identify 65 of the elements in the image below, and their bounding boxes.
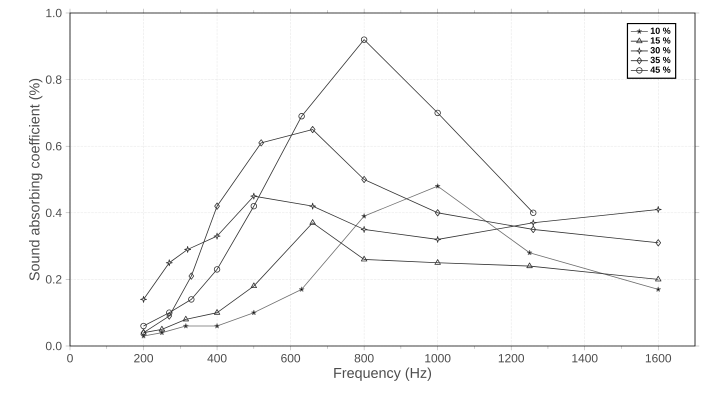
x-tick-label: 800 <box>354 354 374 362</box>
point <box>656 286 661 292</box>
point <box>166 310 172 316</box>
point <box>655 276 662 282</box>
point <box>434 183 440 188</box>
point <box>530 219 537 226</box>
point <box>526 262 533 268</box>
point <box>250 282 257 288</box>
point <box>158 326 166 332</box>
x-tick-label: 600 <box>281 354 300 362</box>
x-tick-label: 400 <box>207 354 227 362</box>
point <box>434 259 441 265</box>
point <box>361 176 367 184</box>
y-tick-label: 0.6 <box>46 142 62 150</box>
y-tick-label: 1.0 <box>46 8 62 18</box>
point <box>530 226 536 234</box>
y-tick-label: 0.2 <box>46 275 62 284</box>
legend-label: 15 % <box>650 37 670 44</box>
x-tick-label: 1000 <box>425 354 450 362</box>
legend-label: 35 % <box>650 56 670 64</box>
legend-label: 45 % <box>650 66 670 73</box>
x-axis-title: Frequency (Hz) <box>334 367 432 381</box>
point <box>309 219 316 225</box>
point <box>166 312 172 320</box>
legend-label: 30 % <box>650 47 670 54</box>
x-tick-label: 1200 <box>498 354 524 362</box>
point <box>250 192 258 200</box>
point <box>251 310 256 316</box>
point <box>360 256 368 262</box>
point <box>214 202 220 210</box>
point <box>214 323 220 328</box>
point <box>214 266 220 273</box>
point <box>310 126 316 134</box>
point <box>434 110 441 116</box>
x-tick-label: 1600 <box>646 354 672 362</box>
point <box>188 272 194 280</box>
y-tick-label: 0.8 <box>46 75 62 84</box>
x-tick-label: 0 <box>67 354 73 362</box>
point <box>298 286 304 292</box>
point <box>655 239 662 246</box>
point <box>258 139 264 146</box>
legend-label: 10 % <box>650 28 670 34</box>
y-tick-label: 0.0 <box>46 342 62 350</box>
point <box>214 309 220 315</box>
point <box>360 226 368 233</box>
point <box>250 202 258 210</box>
point <box>360 36 368 43</box>
y-tick-label: 0.4 <box>46 208 62 218</box>
point <box>140 296 147 303</box>
point <box>654 206 662 213</box>
point <box>298 113 305 120</box>
point <box>214 232 220 240</box>
point <box>434 236 442 243</box>
point <box>184 246 192 253</box>
y-axis-title: Sound absorbing coefficient (%) <box>29 78 42 280</box>
point <box>526 250 532 256</box>
x-tick-label: 200 <box>134 354 154 362</box>
point <box>166 259 173 266</box>
x-tick-label: 1400 <box>572 354 598 362</box>
point <box>182 316 189 322</box>
point <box>183 323 188 328</box>
point <box>188 296 195 303</box>
point <box>361 213 367 218</box>
point <box>309 202 316 210</box>
point <box>434 209 440 216</box>
